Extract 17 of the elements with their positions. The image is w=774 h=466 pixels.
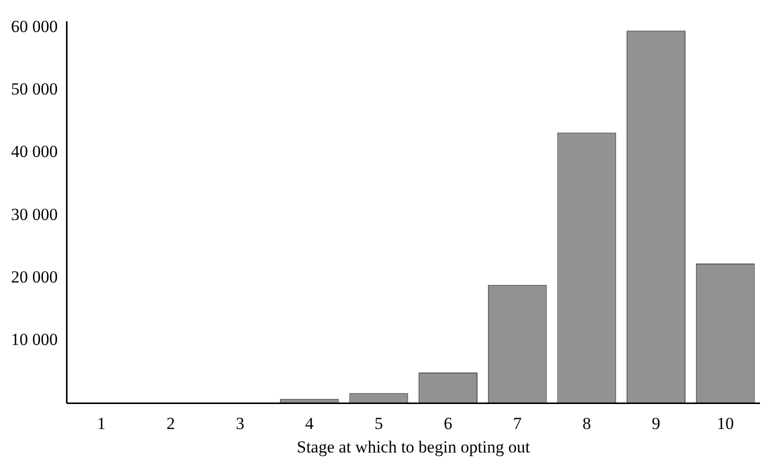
x-tick-label: 9 <box>652 414 660 433</box>
x-tick-label: 1 <box>97 414 106 433</box>
x-tick-label: 6 <box>444 414 452 433</box>
x-tick-label: 4 <box>305 414 314 433</box>
y-tick-label: 20 000 <box>11 267 58 286</box>
x-tick-label: 5 <box>374 414 383 433</box>
y-tick-label: 60 000 <box>11 16 58 36</box>
x-tick-label: 10 <box>716 414 734 433</box>
x-tick-label: 8 <box>582 414 591 433</box>
x-tick-label: 7 <box>513 414 522 433</box>
x-axis-title: Stage at which to begin opting out <box>296 437 530 456</box>
y-tick-label: 40 000 <box>11 142 58 162</box>
x-tick-label: 2 <box>166 414 175 433</box>
y-tick-label: 30 000 <box>11 204 58 224</box>
y-tick-label: 10 000 <box>11 330 58 350</box>
y-tick-label: 50 000 <box>11 80 58 99</box>
x-tick-label: 3 <box>236 414 244 433</box>
